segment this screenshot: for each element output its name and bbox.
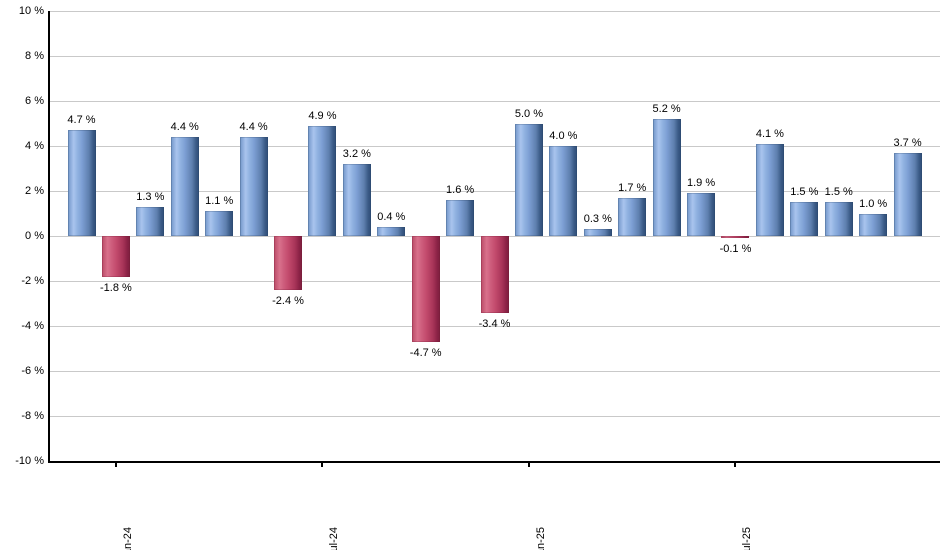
x-tick-mark — [734, 461, 737, 467]
bar-value-label: 1.0 % — [859, 197, 888, 210]
y-tick-label: 0 % — [25, 230, 44, 242]
bar-Oct-25 — [824, 202, 853, 236]
y-tick-label: 6 % — [25, 95, 44, 107]
bar-value-label: -2.4 % — [272, 295, 304, 307]
bar-value-label: -4.7 % — [409, 346, 442, 359]
y-tick-label: -8 % — [21, 410, 44, 422]
bar-value-label: 3.2 % — [342, 148, 371, 160]
bar-Dec-25 — [893, 152, 922, 236]
bar-Aug-25 — [755, 143, 784, 236]
gridline — [50, 416, 940, 417]
bar-Nov-24 — [446, 200, 475, 236]
bar-value-label: 1.7 % — [618, 181, 647, 194]
bar-value-label: 3.7 % — [893, 136, 922, 149]
x-tick-mark — [527, 461, 530, 467]
bar-Oct-24 — [411, 236, 440, 342]
y-tick-label: 10 % — [18, 5, 44, 17]
bar-value-label: 1.1 % — [205, 195, 234, 208]
bar-value-label: 5.0 % — [514, 107, 544, 120]
y-axis-line — [48, 11, 50, 463]
bar-Feb-25 — [549, 146, 578, 236]
x-tick-label: Jan-25 — [534, 527, 547, 550]
bar-Nov-25 — [859, 213, 888, 236]
x-tick-mark — [114, 461, 117, 467]
bar-Mar-25 — [583, 229, 612, 236]
bar-Sep-25 — [790, 202, 819, 236]
bar-Jul-24 — [308, 125, 337, 236]
gridline — [50, 11, 940, 12]
y-tick-label: 8 % — [25, 50, 44, 62]
x-tick-label: Jan-24 — [121, 527, 134, 550]
bar-Feb-24 — [136, 206, 165, 236]
y-tick-label: -10 % — [15, 455, 44, 467]
bar-value-label: 4.7 % — [67, 114, 96, 127]
bar-Apr-24 — [205, 211, 234, 236]
bar-Mar-24 — [170, 137, 199, 236]
gridline — [50, 326, 940, 327]
bar-value-label: 0.3 % — [583, 213, 612, 226]
x-tick-mark — [321, 461, 324, 467]
x-tick-label: Jul-25 — [741, 527, 754, 550]
y-tick-label: 2 % — [25, 185, 44, 197]
bar-value-label: 4.1 % — [755, 127, 784, 140]
bar-value-label: 4.9 % — [308, 109, 337, 122]
gridline — [50, 101, 940, 102]
bar-Jan-25 — [514, 123, 543, 236]
bar-value-label: 0.4 % — [377, 211, 406, 223]
bar-Sep-24 — [377, 227, 406, 236]
bar-Apr-25 — [618, 197, 647, 236]
x-axis-line — [48, 461, 940, 463]
bar-value-label: 1.3 % — [136, 190, 165, 203]
bar-value-label: 4.0 % — [549, 130, 578, 142]
x-tick-label: Jul-24 — [328, 527, 341, 550]
bar-May-24 — [239, 137, 268, 236]
y-tick-label: 4 % — [25, 140, 44, 152]
gridline — [50, 371, 940, 372]
bar-value-label: 1.9 % — [686, 177, 716, 190]
bar-Dec-23 — [67, 130, 96, 236]
bar-May-25 — [652, 119, 681, 236]
y-tick-label: -6 % — [21, 365, 44, 377]
gridline — [50, 191, 940, 192]
bar-Jul-25 — [721, 236, 750, 239]
bar-value-label: 1.5 % — [790, 186, 819, 199]
bar-value-label: 4.4 % — [170, 121, 199, 133]
bar-Jan-24 — [101, 236, 130, 277]
bar-Jun-25 — [687, 193, 716, 236]
bar-value-label: 1.6 % — [446, 184, 475, 196]
bar-Dec-24 — [480, 236, 509, 313]
bar-value-label: -1.8 % — [100, 281, 132, 294]
bar-value-label: -3.4 % — [478, 317, 511, 330]
bar-value-label: -0.1 % — [719, 243, 752, 256]
gridline — [50, 146, 940, 147]
bar-Jun-24 — [274, 236, 303, 290]
bar-value-label: 1.5 % — [824, 186, 853, 199]
gridline — [50, 56, 940, 57]
bar-value-label: 4.4 % — [239, 121, 268, 133]
y-tick-label: -4 % — [21, 320, 44, 332]
bar-Aug-24 — [342, 164, 371, 236]
bar-value-label: 5.2 % — [652, 103, 681, 115]
y-tick-label: -2 % — [21, 275, 44, 287]
